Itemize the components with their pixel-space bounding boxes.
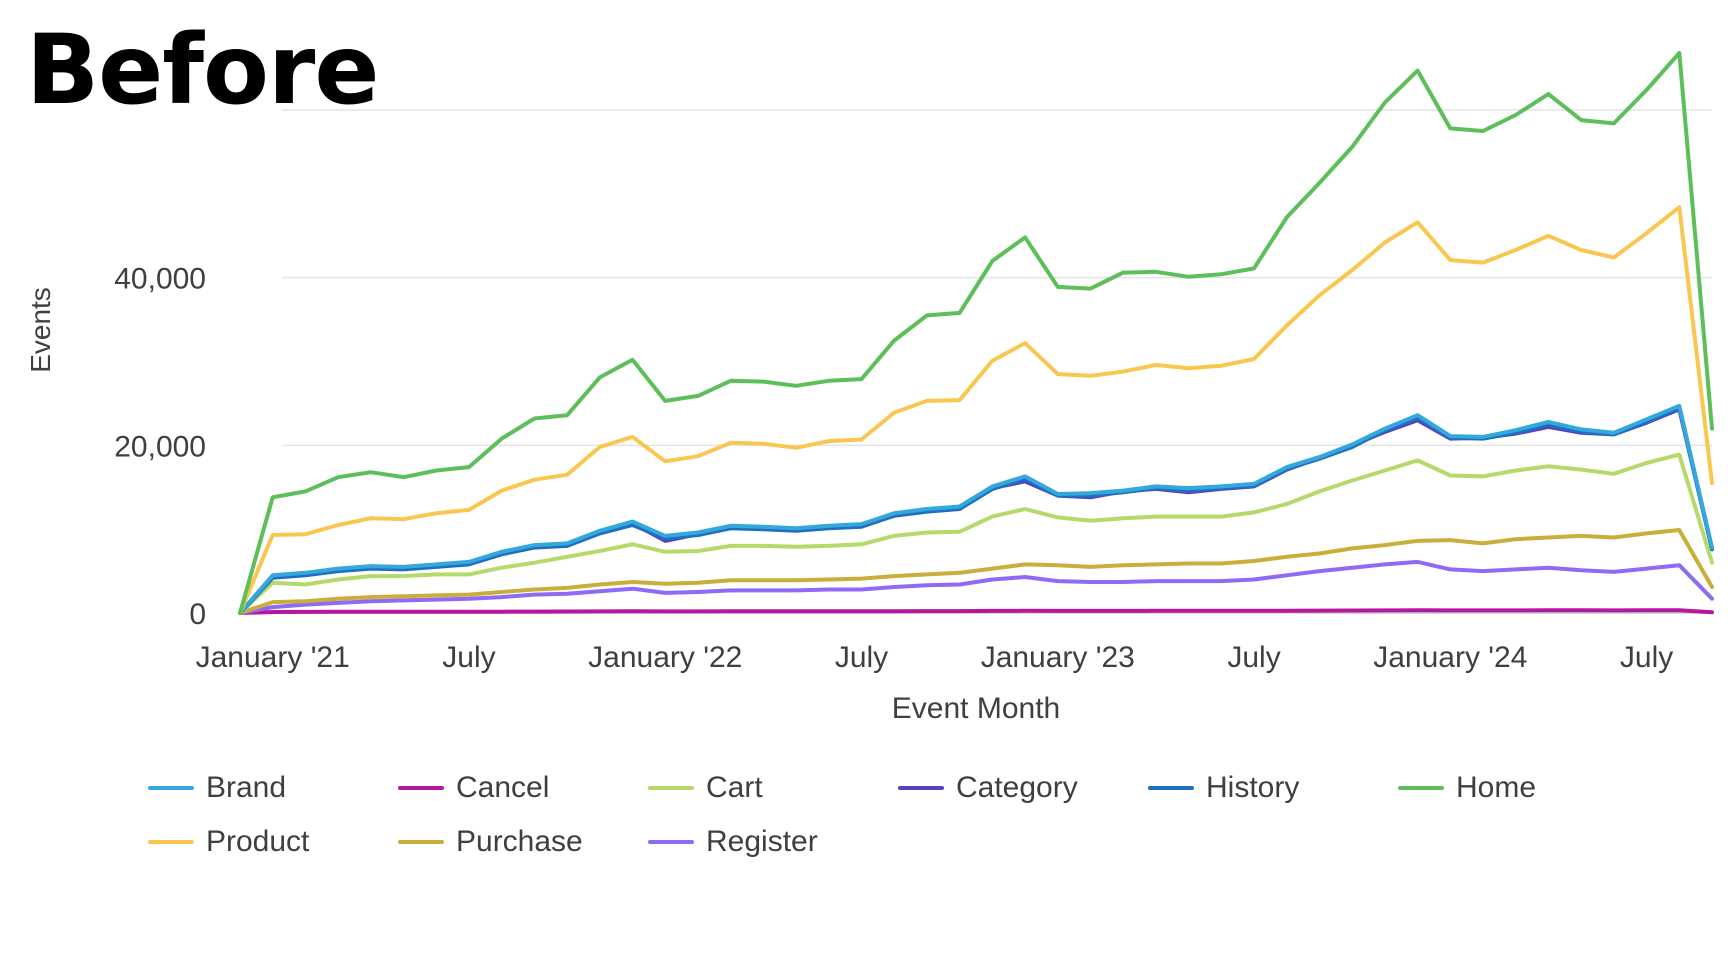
- series-line-cancel: [238, 608, 1714, 615]
- x-axis-title: Event Month: [892, 692, 1060, 725]
- series-line-purchase: [238, 528, 1714, 615]
- legend-item-brand[interactable]: Brand: [148, 770, 398, 806]
- legend-swatch: [148, 840, 194, 844]
- legend-swatch: [398, 786, 444, 790]
- legend-swatch: [648, 786, 694, 790]
- legend-swatch: [1398, 786, 1444, 790]
- legend-swatch: [398, 840, 444, 844]
- legend-label: Cart: [706, 771, 763, 804]
- x-tick-label: January '24: [1373, 641, 1527, 674]
- legend-swatch: [648, 840, 694, 844]
- series-line-home: [238, 51, 1714, 615]
- x-tick-label: July: [442, 641, 495, 674]
- y-axis-title: Events: [25, 287, 56, 373]
- legend-label: Cancel: [456, 771, 550, 804]
- legend-label: Product: [206, 825, 310, 858]
- legend-swatch: [898, 786, 944, 790]
- x-tick-label: January '22: [588, 641, 742, 674]
- legend-label: Brand: [206, 771, 287, 804]
- legend-item-product[interactable]: Product: [148, 824, 398, 860]
- x-tick-label: July: [835, 641, 888, 674]
- legend-label: Category: [956, 771, 1078, 804]
- y-tick-label: 20,000: [114, 430, 206, 463]
- legend-label: Purchase: [456, 825, 583, 858]
- legend-item-cancel[interactable]: Cancel: [398, 770, 648, 806]
- legend-item-purchase[interactable]: Purchase: [398, 824, 648, 860]
- x-tick-label: July: [1620, 641, 1673, 674]
- legend-item-category[interactable]: Category: [898, 770, 1148, 806]
- legend-swatch: [148, 786, 194, 790]
- legend-swatch: [1148, 786, 1194, 790]
- x-tick-label: January '23: [981, 641, 1135, 674]
- series-line-brand: [238, 403, 1714, 615]
- series-line-product: [238, 205, 1714, 615]
- chart-legend: Brand Cancel Cart Category History Home Produc…: [148, 770, 1568, 860]
- series-line-register: [238, 559, 1714, 615]
- legend-item-register[interactable]: Register: [648, 824, 898, 860]
- y-tick-label: 40,000: [114, 263, 206, 296]
- legend-label: Register: [706, 825, 818, 858]
- legend-item-home[interactable]: Home: [1398, 770, 1648, 806]
- legend-item-cart[interactable]: Cart: [648, 770, 898, 806]
- legend-item-history[interactable]: History: [1148, 770, 1398, 806]
- x-tick-label: January '21: [196, 641, 350, 674]
- legend-label: Home: [1456, 771, 1537, 804]
- series-line-cart: [238, 452, 1714, 615]
- page-heading: Before: [26, 14, 379, 126]
- legend-label: History: [1206, 771, 1300, 804]
- x-tick-label: July: [1227, 641, 1280, 674]
- y-tick-label: 0: [189, 598, 206, 631]
